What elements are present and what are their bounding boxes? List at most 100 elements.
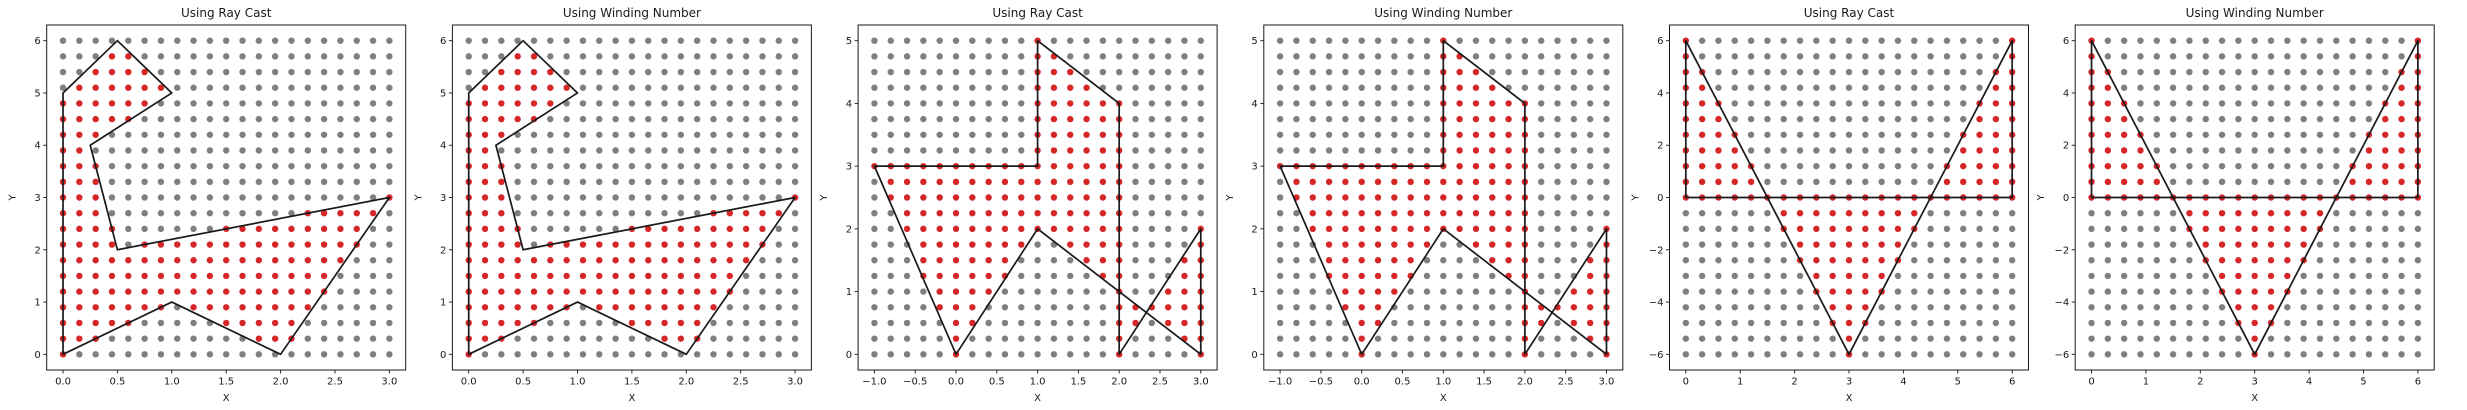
inside-point [1001,241,1009,248]
inside-point [141,68,148,76]
polygon-outline [873,39,1202,356]
inside-point [1878,225,1885,233]
outside-point [1050,37,1058,44]
outside-point [1603,131,1610,138]
inside-point [125,272,132,280]
inside-point [726,241,734,248]
inside-point [498,100,505,107]
outside-point [2153,272,2160,280]
outside-point [1911,100,1918,107]
y-axis-label: Y [1631,194,1642,202]
inside-point [1423,209,1431,217]
outside-point [1943,209,1951,217]
outside-point [1132,241,1139,248]
outside-point [985,147,992,154]
inside-point [726,272,734,280]
outside-point [2137,225,2144,233]
inside-point [337,209,344,217]
outside-point [775,319,782,327]
outside-point [1538,68,1545,76]
inside-point [596,272,603,280]
inside-point [1067,194,1074,201]
outside-point [1992,335,2000,342]
x-tick-label: 2 [1791,377,1797,388]
outside-point [190,225,197,233]
inside-point [206,304,214,311]
inside-point [514,272,521,280]
outside-point [304,37,311,44]
outside-point [1293,335,1300,342]
outside-point [2365,100,2373,107]
inside-point [1083,131,1090,138]
inside-point [92,178,99,186]
outside-point [2104,335,2112,342]
outside-point [1440,257,1447,264]
inside-point [481,209,489,217]
outside-point [2186,68,2193,76]
inside-point [693,304,701,311]
outside-point [628,194,636,201]
outside-point [2186,288,2193,295]
inside-point [1586,304,1594,311]
outside-point [1715,272,1722,280]
outside-point [1132,225,1139,233]
outside-point [1813,319,1820,327]
inside-point [1067,147,1074,154]
inside-point [1976,131,1983,138]
outside-point [255,100,263,107]
inside-point [157,272,165,280]
outside-point [2186,131,2193,138]
outside-point [1829,147,1836,154]
outside-point [1083,272,1090,280]
outside-point [1309,115,1316,123]
inside-point [2267,272,2275,280]
y-tick-label: 3 [846,162,852,173]
y-tick-label: 3 [440,193,446,204]
outside-point [1780,131,1787,138]
outside-point [759,194,766,201]
outside-point [2316,68,2324,76]
outside-point [726,53,734,60]
outside-point [1067,257,1074,264]
outside-point [1148,53,1156,60]
inside-point [92,241,99,248]
outside-point [1943,257,1951,264]
inside-point [498,241,505,248]
outside-point [579,147,587,154]
outside-point [2218,68,2226,76]
inside-point [1796,225,1804,233]
outside-point [2267,178,2275,186]
outside-point [1164,351,1172,358]
outside-point [1796,100,1804,107]
inside-point [628,272,636,280]
outside-point [661,68,668,76]
outside-point [1603,53,1610,60]
outside-point [1927,335,1934,342]
outside-point [1001,68,1009,76]
outside-point [288,53,295,60]
inside-point [645,257,652,264]
outside-point [157,351,165,358]
outside-point [693,162,701,170]
inside-point [2251,272,2258,280]
inside-point [1083,209,1090,217]
outside-point [726,68,734,76]
outside-point [2120,335,2128,342]
outside-point [628,178,636,186]
outside-point [1358,84,1365,91]
outside-point [759,115,766,123]
outside-point [2365,272,2373,280]
inside-point [514,68,521,76]
inside-point [1862,257,1869,264]
outside-point [579,53,587,60]
outside-point [1083,53,1090,60]
inside-point [530,53,538,60]
outside-point [936,351,943,358]
outside-point [1796,319,1804,327]
outside-point [1747,131,1755,138]
inside-point [1505,241,1512,248]
inside-point [2120,162,2128,170]
outside-point [1293,272,1300,280]
outside-point [1181,162,1188,170]
inside-point [1813,225,1820,233]
